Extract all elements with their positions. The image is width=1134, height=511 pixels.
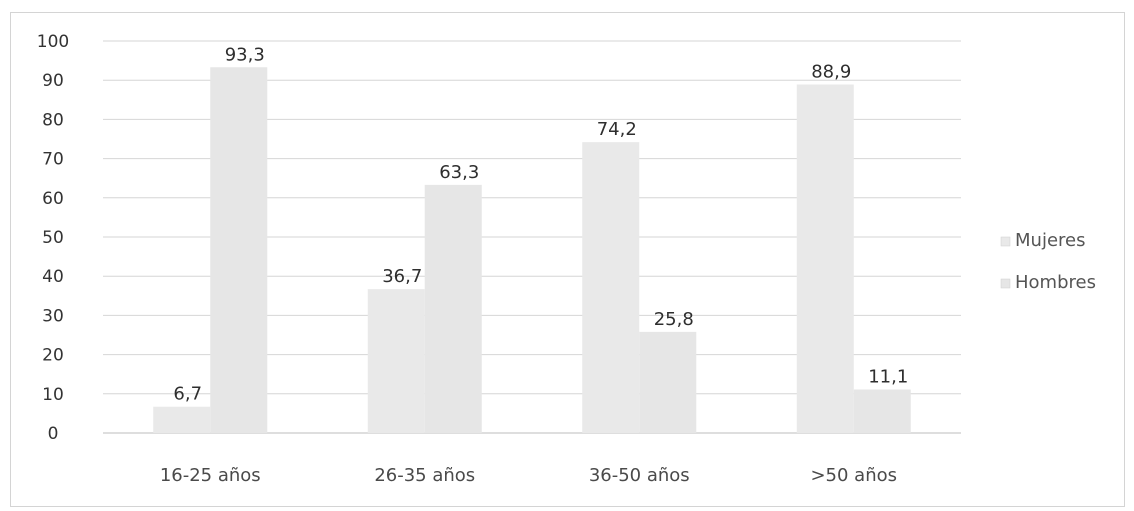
bar-hombres-2 [639, 331, 697, 433]
legend-swatch-mujeres [1000, 236, 1011, 247]
y-tick-label: 70 [42, 150, 64, 170]
legend: Mujeres Hombres [1000, 230, 1096, 293]
legend-label-mujeres: Mujeres [1015, 230, 1085, 251]
x-category-label: 36-50 años [589, 465, 690, 486]
data-label-mujeres-2: 74,2 [597, 119, 637, 140]
data-labels-layer: 6,7 93,3 36,7 63,3 74,2 25,8 88,9 11,1 [173, 44, 908, 404]
y-tick-label: 60 [42, 189, 64, 209]
data-label-hombres-3: 11,1 [868, 366, 908, 387]
x-category-label: 16-25 años [160, 465, 261, 486]
bar-mujeres-0 [153, 406, 211, 433]
y-tick-label: 40 [42, 267, 64, 287]
bar-mujeres-1 [367, 289, 425, 433]
bar-hombres-3 [853, 389, 911, 433]
data-label-mujeres-1: 36,7 [382, 266, 422, 287]
y-tick-label: 30 [42, 306, 64, 326]
y-tick-label: 10 [42, 385, 64, 405]
y-tick-label: 20 [42, 346, 64, 366]
chart-frame: 0 10 20 30 40 50 60 70 80 90 100 6,7 93,3 36,7 63,3 74… [10, 12, 1125, 507]
bar-mujeres-2 [582, 142, 640, 434]
x-category-label: >50 años [810, 465, 897, 486]
y-axis-ticks: 0 10 20 30 40 50 60 70 80 90 100 [37, 32, 69, 444]
bars-layer [153, 67, 911, 434]
x-axis-categories: 16-25 años 26-35 años 36-50 años >50 años [160, 465, 897, 486]
data-label-hombres-1: 63,3 [439, 162, 479, 183]
bar-hombres-0 [210, 67, 268, 433]
data-label-hombres-2: 25,8 [654, 309, 694, 330]
data-label-mujeres-0: 6,7 [173, 384, 202, 405]
bar-chart: 0 10 20 30 40 50 60 70 80 90 100 6,7 93,3 36,7 63,3 74… [37, 32, 1096, 486]
x-category-label: 26-35 años [374, 465, 475, 486]
data-label-hombres-0: 93,3 [225, 44, 265, 65]
y-tick-label: 80 [42, 110, 64, 130]
legend-swatch-hombres [1000, 278, 1011, 289]
bar-mujeres-3 [796, 84, 854, 434]
data-label-mujeres-3: 88,9 [811, 62, 851, 83]
y-tick-label: 50 [42, 228, 64, 248]
y-tick-label: 100 [37, 32, 69, 52]
y-tick-label: 0 [48, 424, 59, 444]
legend-label-hombres: Hombres [1015, 272, 1096, 293]
bar-hombres-1 [424, 184, 482, 433]
y-tick-label: 90 [42, 71, 64, 91]
